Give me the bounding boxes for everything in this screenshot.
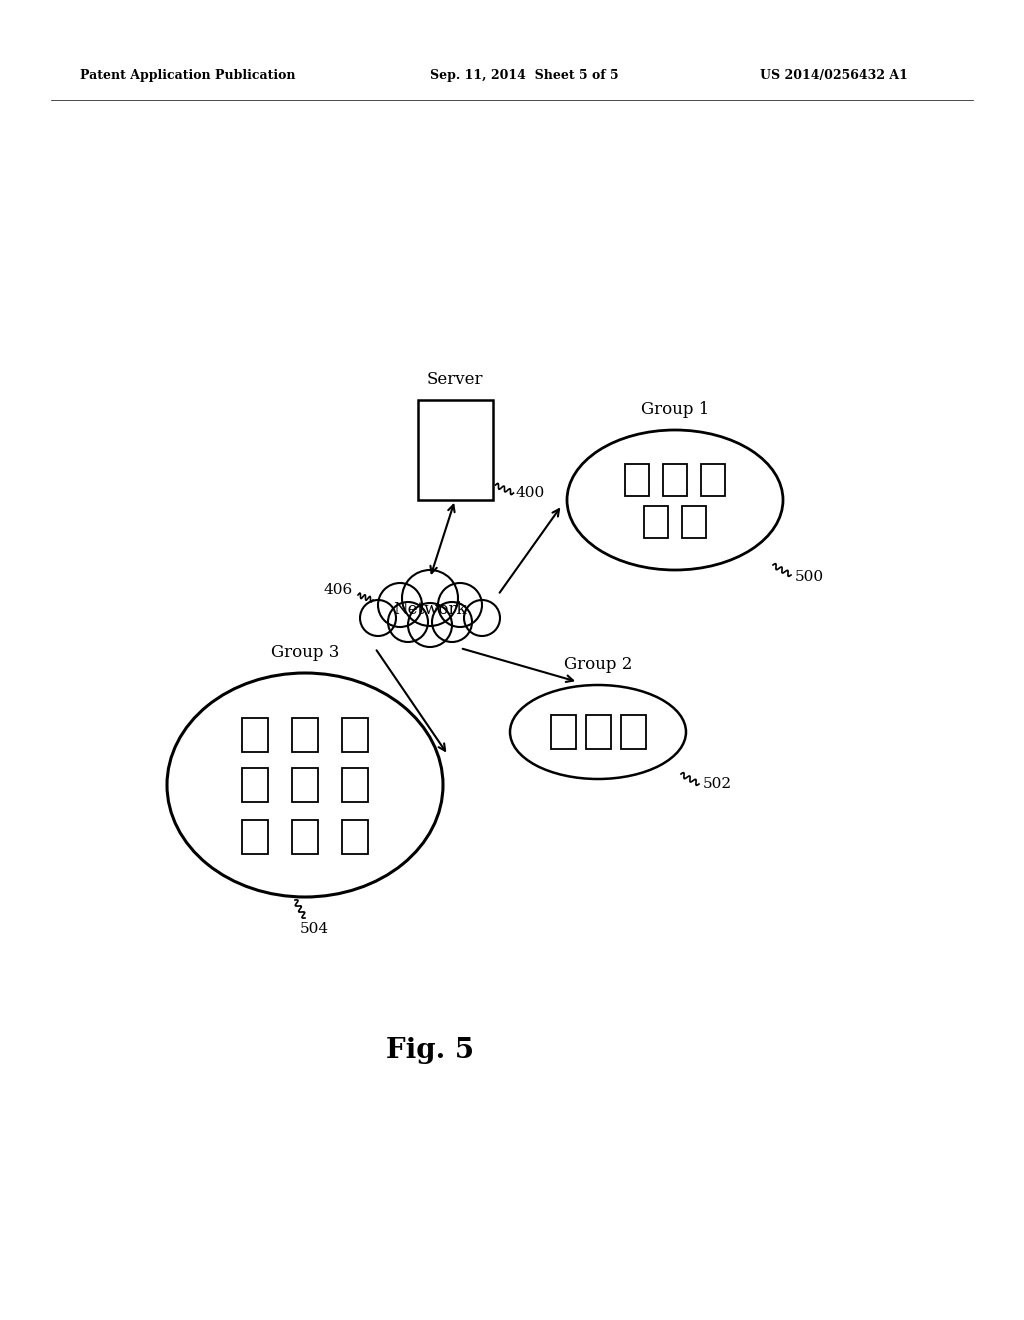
Text: 504: 504: [300, 921, 329, 936]
Circle shape: [408, 603, 452, 647]
Text: 400: 400: [515, 486, 545, 500]
Text: Patent Application Publication: Patent Application Publication: [80, 69, 296, 82]
Bar: [342, 718, 368, 752]
Circle shape: [378, 583, 422, 627]
Text: 500: 500: [795, 570, 824, 583]
Text: US 2014/0256432 A1: US 2014/0256432 A1: [760, 69, 908, 82]
Bar: [242, 718, 268, 752]
Bar: [625, 465, 649, 496]
Text: Group 1: Group 1: [641, 401, 710, 418]
Circle shape: [388, 602, 428, 642]
Bar: [701, 465, 725, 496]
Text: Network: Network: [393, 602, 467, 619]
Bar: [292, 718, 318, 752]
Text: 502: 502: [703, 777, 732, 791]
Bar: [342, 820, 368, 854]
Text: Fig. 5: Fig. 5: [386, 1036, 474, 1064]
Text: Group 2: Group 2: [564, 656, 632, 673]
Bar: [418, 400, 493, 500]
Text: Sep. 11, 2014  Sheet 5 of 5: Sep. 11, 2014 Sheet 5 of 5: [430, 69, 618, 82]
Bar: [644, 506, 668, 539]
Text: Server: Server: [427, 371, 483, 388]
Bar: [551, 715, 575, 748]
Bar: [586, 715, 610, 748]
Circle shape: [402, 570, 458, 626]
Circle shape: [360, 601, 396, 636]
Circle shape: [464, 601, 500, 636]
Circle shape: [438, 583, 482, 627]
Bar: [242, 820, 268, 854]
Bar: [292, 768, 318, 803]
Bar: [342, 768, 368, 803]
Text: 406: 406: [324, 583, 353, 597]
Circle shape: [432, 602, 472, 642]
Bar: [292, 820, 318, 854]
Bar: [242, 768, 268, 803]
Bar: [663, 465, 687, 496]
Bar: [682, 506, 706, 539]
Bar: [621, 715, 645, 748]
Text: Group 3: Group 3: [270, 644, 339, 661]
